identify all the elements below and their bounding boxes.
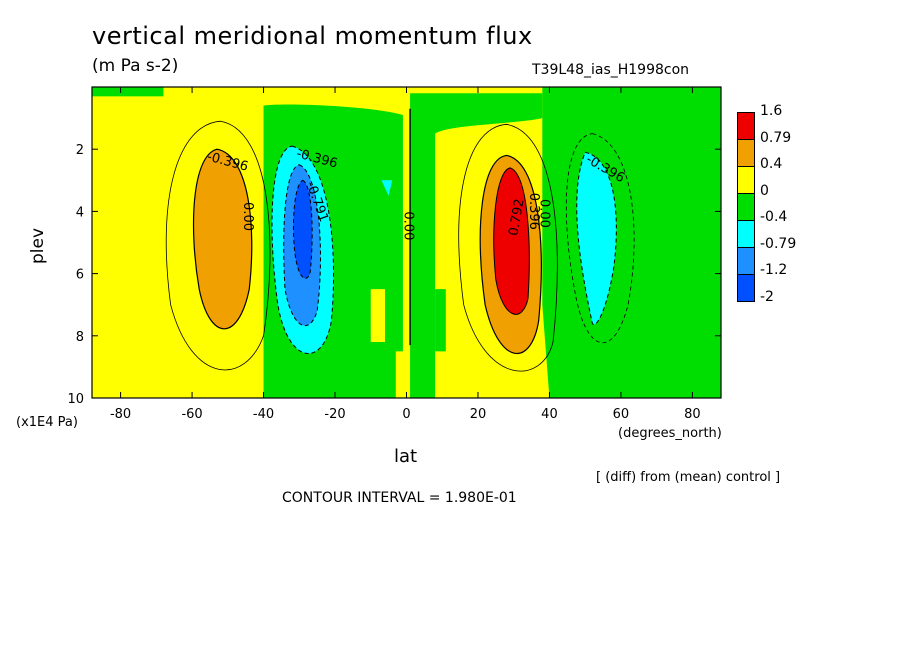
region-pos-pocket-1 (370, 289, 386, 343)
legend-level-label: -0.79 (760, 235, 797, 252)
x-tick-label: -20 (324, 407, 345, 422)
diff-note: [ (diff) from (mean) control ] (596, 470, 781, 485)
x-axis-label: lat (394, 446, 418, 467)
legend-swatch (737, 139, 755, 166)
legend-swatch (737, 247, 755, 274)
legend-level-label: 0.79 (760, 129, 792, 146)
region-top-left (92, 87, 164, 97)
chart-title: vertical meridional momentum flux (92, 22, 533, 50)
contour-interval: CONTOUR INTERVAL = 1.980E-01 (282, 490, 517, 506)
contour-outer-west (165, 120, 271, 371)
legend-swatch (737, 193, 755, 220)
y-tick-label: 8 (76, 330, 84, 345)
y-tick-label: 4 (76, 205, 84, 220)
y-tick-label: 10 (67, 392, 84, 407)
x-tick-label: -60 (181, 407, 202, 422)
run-label: T39L48_ias_H1998con (532, 62, 690, 78)
legend-swatch (737, 166, 755, 193)
lobe-pos-west (192, 148, 253, 330)
x-tick-label: 0 (402, 407, 410, 422)
x-tick-label: 40 (541, 407, 558, 422)
legend-level-label: -2 (760, 288, 774, 305)
legend-swatch (737, 220, 755, 247)
contour-label: 0.396 (526, 193, 541, 230)
contour-label: 0.00 (537, 199, 552, 228)
region-pos-pocket-2 (395, 351, 407, 398)
chart-subtitle: (m Pa s-2) (92, 56, 179, 76)
contour-outer-east (458, 123, 558, 372)
x-tick-label: 80 (684, 407, 701, 422)
y-tick-label: 6 (76, 268, 84, 283)
region-neg-east (542, 87, 721, 398)
legend-swatch (737, 112, 755, 139)
lobe-neg-west-core (293, 179, 313, 279)
x-tick-label: 60 (613, 407, 630, 422)
legend-level-label: 1.6 (760, 103, 783, 119)
lobe-neg-small (381, 180, 393, 196)
legend-level-label: 0.4 (760, 156, 783, 172)
contour-label: 0.00 (401, 211, 416, 240)
y-tick-label: 2 (76, 143, 84, 158)
lobe-neg-east (576, 151, 617, 326)
lobe-pos-east-core (493, 167, 530, 315)
legend-swatch (737, 274, 755, 302)
region-neg-pocket (435, 289, 446, 352)
contour-label: 0.00 (240, 202, 255, 231)
x-axis-unit: (degrees_north) (618, 426, 722, 441)
legend-level-label: -1.2 (760, 262, 788, 278)
legend-level-label: 0 (760, 182, 769, 199)
region-neg-equator (410, 93, 543, 398)
contour-label: 0.792 (506, 198, 527, 237)
x-tick-label: -40 (253, 407, 274, 422)
x-tick-label: -80 (110, 407, 131, 422)
legend-level-label: -0.4 (760, 209, 788, 225)
x-tick-label: 20 (470, 407, 487, 422)
color-legend (737, 112, 755, 302)
y-axis-unit: (x1E4 Pa) (16, 415, 78, 430)
